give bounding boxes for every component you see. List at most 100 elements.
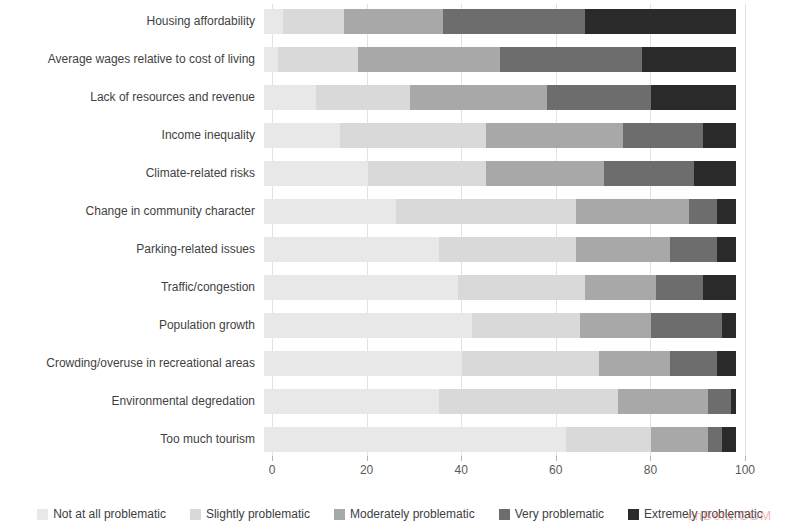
bar-segment bbox=[623, 123, 703, 148]
bar-segment bbox=[547, 85, 651, 110]
bar-segment bbox=[344, 9, 443, 34]
bar-row: Climate-related risks bbox=[0, 154, 800, 192]
bar-track bbox=[264, 85, 736, 110]
bar-segment bbox=[340, 123, 486, 148]
bar-segment bbox=[264, 9, 283, 34]
bar-track bbox=[264, 389, 736, 414]
legend-label: Moderately problematic bbox=[350, 507, 475, 521]
bar-row: Housing affordability bbox=[0, 2, 800, 40]
axis-tick bbox=[461, 456, 462, 461]
axis-tick-label: 100 bbox=[735, 463, 755, 477]
bar-segment bbox=[651, 427, 708, 452]
bar-segment bbox=[500, 47, 642, 72]
legend-item: Slightly problematic bbox=[190, 507, 310, 521]
bar-segment bbox=[722, 313, 736, 338]
category-label: Environmental degredation bbox=[0, 394, 264, 408]
bar-segment bbox=[651, 313, 722, 338]
legend-label: Slightly problematic bbox=[206, 507, 310, 521]
axis-tick-label: 60 bbox=[549, 463, 562, 477]
bar-row: Crowding/overuse in recreational areas bbox=[0, 344, 800, 382]
bar-segment bbox=[731, 389, 736, 414]
bar-track bbox=[264, 275, 736, 300]
category-label: Lack of resources and revenue bbox=[0, 90, 264, 104]
bar-segment bbox=[458, 275, 585, 300]
bar-row: Change in community character bbox=[0, 192, 800, 230]
bar-segment bbox=[618, 389, 708, 414]
bar-segment bbox=[264, 389, 439, 414]
bar-row: Traffic/congestion bbox=[0, 268, 800, 306]
bar-segment bbox=[566, 427, 651, 452]
x-axis: 020406080100 bbox=[272, 456, 745, 482]
bar-segment bbox=[278, 47, 358, 72]
bar-row: Income inequality bbox=[0, 116, 800, 154]
bar-segment bbox=[585, 9, 736, 34]
bar-segment bbox=[462, 351, 599, 376]
axis-tick-label: 80 bbox=[644, 463, 657, 477]
axis-tick-label: 20 bbox=[360, 463, 373, 477]
bar-segment bbox=[472, 313, 581, 338]
bar-segment bbox=[439, 389, 618, 414]
category-label: Average wages relative to cost of living bbox=[0, 52, 264, 66]
bar-segment bbox=[642, 47, 736, 72]
bar-track bbox=[264, 9, 736, 34]
bar-track bbox=[264, 237, 736, 262]
legend-item: Not at all problematic bbox=[37, 507, 166, 521]
bar-segment bbox=[264, 85, 316, 110]
bar-segment bbox=[443, 9, 585, 34]
bar-segment bbox=[486, 123, 623, 148]
legend-label: Extremely problematic bbox=[644, 507, 763, 521]
bar-segment bbox=[264, 47, 278, 72]
axis-tick bbox=[556, 456, 557, 461]
bar-segment bbox=[717, 199, 736, 224]
category-label: Change in community character bbox=[0, 204, 264, 218]
bar-row: Population growth bbox=[0, 306, 800, 344]
bar-segment bbox=[651, 85, 736, 110]
legend-swatch-icon bbox=[190, 509, 201, 520]
bar-segment bbox=[580, 313, 651, 338]
bar-segment bbox=[599, 351, 670, 376]
bar-track bbox=[264, 161, 736, 186]
bar-segment bbox=[264, 351, 462, 376]
bar-segment bbox=[656, 275, 703, 300]
legend-label: Not at all problematic bbox=[53, 507, 166, 521]
bar-track bbox=[264, 427, 736, 452]
bar-row: Too much tourism bbox=[0, 420, 800, 458]
bar-segment bbox=[703, 275, 736, 300]
axis-tick bbox=[650, 456, 651, 461]
axis-tick bbox=[272, 456, 273, 461]
bar-row: Parking-related issues bbox=[0, 230, 800, 268]
bar-segment bbox=[486, 161, 604, 186]
bar-track bbox=[264, 313, 736, 338]
legend-swatch-icon bbox=[628, 509, 639, 520]
axis-tick bbox=[367, 456, 368, 461]
bar-segment bbox=[264, 123, 340, 148]
bar-segment bbox=[264, 427, 566, 452]
bar-track bbox=[264, 351, 736, 376]
bar-segment bbox=[368, 161, 486, 186]
bar-segment bbox=[410, 85, 547, 110]
category-label: Traffic/congestion bbox=[0, 280, 264, 294]
axis-tick-label: 0 bbox=[269, 463, 276, 477]
bar-segment bbox=[283, 9, 344, 34]
bar-segment bbox=[708, 389, 732, 414]
bar-track bbox=[264, 199, 736, 224]
legend-item: Very problematic bbox=[499, 507, 604, 521]
bar-segment bbox=[358, 47, 500, 72]
bar-row: Environmental degredation bbox=[0, 382, 800, 420]
category-label: Parking-related issues bbox=[0, 242, 264, 256]
category-label: Population growth bbox=[0, 318, 264, 332]
bar-track bbox=[264, 123, 736, 148]
legend-label: Very problematic bbox=[515, 507, 604, 521]
bar-segment bbox=[689, 199, 717, 224]
bar-segment bbox=[604, 161, 694, 186]
bar-segment bbox=[439, 237, 576, 262]
legend-swatch-icon bbox=[334, 509, 345, 520]
category-label: Housing affordability bbox=[0, 14, 264, 28]
bar-segment bbox=[717, 351, 736, 376]
legend-swatch-icon bbox=[499, 509, 510, 520]
stacked-bar-chart: Housing affordability Average wages relat… bbox=[0, 0, 800, 530]
legend-swatch-icon bbox=[37, 509, 48, 520]
axis-tick bbox=[745, 456, 746, 461]
bar-segment bbox=[316, 85, 410, 110]
bar-row: Average wages relative to cost of living bbox=[0, 40, 800, 78]
